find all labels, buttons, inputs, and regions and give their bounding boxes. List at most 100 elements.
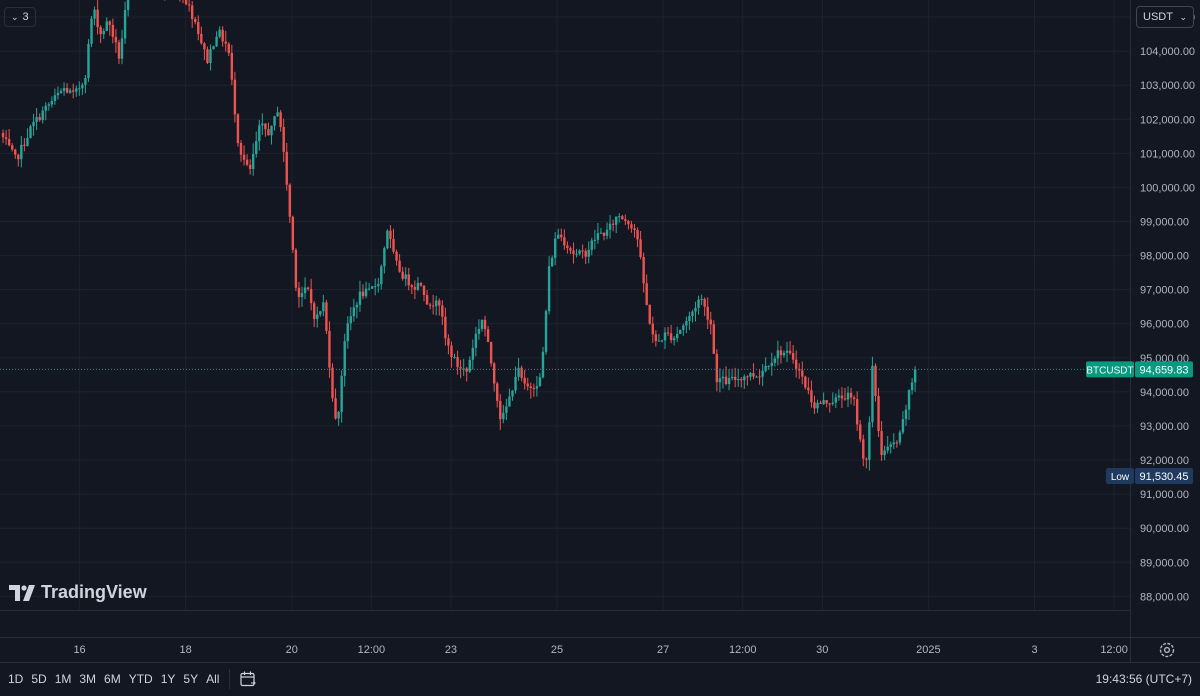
symbol-tag-label: BTCUSDT [1086,365,1133,376]
candle-body [904,409,908,420]
candle-body [374,285,377,287]
candle-body [755,376,758,378]
candle-body [428,304,432,306]
candle-body [514,376,517,391]
range-button-3m[interactable]: 3M [79,672,97,686]
candle-body [261,123,264,126]
candle-body [105,21,108,31]
chevron-down-icon: ⌄ [1179,11,1187,22]
candle-body [328,330,331,368]
candle-body [346,323,349,342]
price-chart[interactable]: 88,000.00 89,000.00 90,000.00 91,000.00 92,0… [0,0,1200,662]
candle-body [572,250,575,255]
range-button-1m[interactable]: 1M [54,672,72,686]
candle-body [605,229,609,236]
x-tick-label: 12:00 [729,644,757,656]
currency-select[interactable]: USDT ⌄ [1136,6,1194,28]
candle-body [20,144,23,160]
candle-body [508,396,511,407]
low-tag [1106,468,1134,485]
candle-body [550,257,554,267]
candle-body [776,350,780,359]
candle-body [200,33,203,44]
candle-body [593,239,597,241]
candle-body [431,305,435,307]
candle-body [297,287,301,298]
candle-body [17,154,20,160]
candle-body [587,249,590,257]
candle-body [752,373,755,377]
candle-body [459,367,462,369]
y-tick-label: 97,000.00 [1140,285,1189,297]
candle-body [608,223,612,230]
candle-body [258,125,261,142]
x-tick-label: 18 [180,644,192,656]
candle-body [203,43,206,50]
candle-body [78,88,81,90]
candle-body [50,100,54,105]
range-button-1y[interactable]: 1Y [160,672,176,686]
candle-body [761,370,764,377]
y-tick-label: 102,000.00 [1140,114,1195,126]
candle-body [11,145,14,150]
candle-body [688,316,691,321]
candle-body [520,367,523,378]
price-tags: BTCUSDT 94,659.83 Low 91,530.45 [1086,361,1193,485]
candle-body [270,125,273,136]
range-button-ytd[interactable]: YTD [128,672,153,686]
candle-body [123,10,127,39]
candle-body [645,283,648,305]
collapse-indicators-button[interactable]: ⌄ 3 [4,7,36,27]
range-button-6m[interactable]: 6M [104,672,121,686]
range-button-all[interactable]: All [206,672,220,686]
candle-body [569,248,572,251]
candle-body [306,287,310,290]
candle-body [419,283,423,286]
candle-body [251,154,255,169]
candle-body [633,228,636,231]
range-button-1d[interactable]: 1D [8,672,24,686]
candle-body [352,307,356,317]
candle-body [804,376,807,388]
candle-body [788,350,792,354]
y-tick-label: 93,000.00 [1140,421,1189,433]
candle-body [456,356,459,368]
low-price-value: 91,530.45 [1140,471,1189,483]
candle-body [907,390,911,410]
y-tick-label: 92,000.00 [1140,455,1189,467]
x-tick-label: 23 [445,644,457,656]
time-axis[interactable]: 16 18 20 12:00 23 25 27 12:00 30 2025 3 12:00 [73,644,1127,656]
candle-body [453,356,456,358]
price-axis[interactable]: 88,000.00 89,000.00 90,000.00 91,000.00 92,0… [1140,12,1195,603]
clock-timezone[interactable]: 19:43:56 (UTC+7) [1095,672,1192,686]
range-button-5d[interactable]: 5D [31,672,47,686]
candle-body [618,216,621,218]
candle-body [855,399,859,425]
candle-body [377,284,380,286]
candle-body [636,230,639,240]
gear-icon[interactable] [1158,641,1176,659]
candle-body [557,234,560,239]
candle-body [468,359,471,372]
candle-body [648,304,651,324]
range-button-5y[interactable]: 5Y [183,672,199,686]
candle-body [566,245,569,249]
currency-label: USDT [1143,11,1173,23]
candle-body [276,112,279,117]
candle-body [578,250,581,254]
candle-body [273,116,276,126]
candle-body [489,341,493,364]
candle-body [435,300,438,307]
x-tick-label: 12:00 [1100,644,1128,656]
candle-body [642,257,645,284]
candle-body [913,369,917,383]
candle-body [190,5,194,19]
candle-body [282,127,285,152]
candle-body [441,305,444,317]
candle-body [819,402,822,405]
candle-body [709,319,712,325]
candle-body [312,303,316,319]
candle-body [505,406,508,413]
candle-body [245,159,249,165]
calendar-goto-icon[interactable] [236,667,260,691]
